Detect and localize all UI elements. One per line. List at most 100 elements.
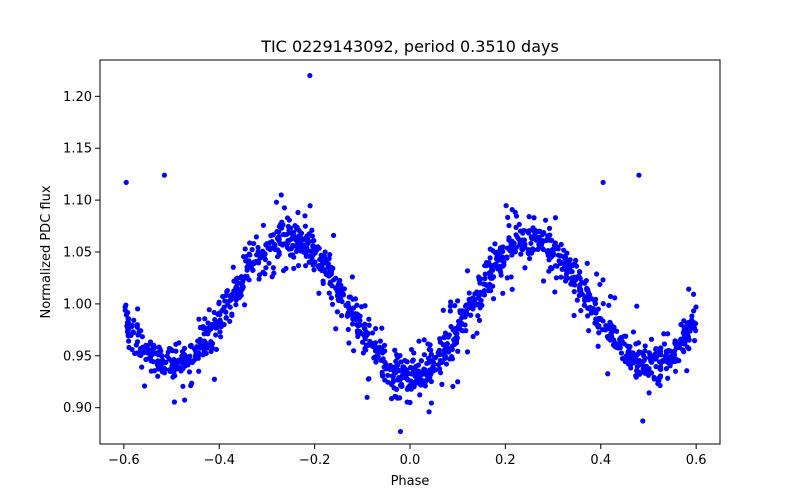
data-point xyxy=(522,265,528,271)
data-point xyxy=(608,321,614,328)
x-tick-label: 0.2 xyxy=(495,453,516,468)
data-point xyxy=(421,337,427,343)
data-point xyxy=(476,317,483,323)
data-point xyxy=(572,282,578,288)
x-tick-label: −0.6 xyxy=(108,453,140,468)
data-point xyxy=(665,375,671,381)
data-point xyxy=(547,232,553,238)
data-point xyxy=(394,395,401,401)
data-point xyxy=(320,280,326,286)
data-point xyxy=(280,267,287,274)
data-point xyxy=(526,214,532,220)
data-point xyxy=(498,249,504,255)
data-point xyxy=(364,394,370,400)
y-tick-label: 1.10 xyxy=(63,194,92,209)
data-point xyxy=(636,172,642,178)
data-points xyxy=(122,72,699,435)
data-point xyxy=(546,225,553,231)
data-point xyxy=(359,304,365,310)
data-point xyxy=(672,341,678,347)
data-point xyxy=(475,313,481,319)
data-point xyxy=(257,249,263,255)
data-point xyxy=(170,374,176,380)
data-point xyxy=(139,334,145,340)
data-point xyxy=(216,299,222,305)
data-point xyxy=(130,329,136,335)
data-point xyxy=(509,286,515,292)
data-point xyxy=(668,354,674,360)
data-point xyxy=(303,263,309,269)
x-tick-label: 0.4 xyxy=(590,453,611,468)
data-point xyxy=(574,297,580,303)
data-point xyxy=(404,367,410,373)
data-point xyxy=(642,343,648,349)
data-point xyxy=(629,351,635,357)
data-point xyxy=(211,376,217,382)
data-point xyxy=(465,305,471,312)
data-point xyxy=(455,348,461,354)
data-point xyxy=(290,230,296,236)
data-point xyxy=(486,260,492,266)
data-point xyxy=(224,288,230,294)
data-point xyxy=(606,302,612,308)
data-point xyxy=(385,379,391,385)
data-point xyxy=(525,250,532,257)
data-point xyxy=(464,311,470,317)
data-point xyxy=(418,371,425,378)
data-point xyxy=(397,352,403,359)
data-point xyxy=(691,338,698,344)
data-point xyxy=(286,227,292,234)
data-point xyxy=(285,240,291,246)
data-point xyxy=(506,237,512,243)
data-point xyxy=(487,274,493,280)
data-point xyxy=(604,334,611,340)
data-point xyxy=(212,317,218,323)
data-point xyxy=(250,267,256,273)
y-axis: 0.90 0.95 1.00 1.05 1.10 1.15 1.20 xyxy=(63,90,100,416)
data-point xyxy=(672,368,679,374)
data-point xyxy=(240,278,246,285)
data-point xyxy=(397,377,403,383)
data-point xyxy=(635,351,641,357)
data-point xyxy=(623,333,629,339)
data-point xyxy=(316,245,322,251)
data-point xyxy=(202,316,208,322)
data-point xyxy=(181,345,188,351)
data-point xyxy=(633,374,639,380)
data-point xyxy=(218,319,224,325)
data-point xyxy=(518,251,524,257)
x-tick-label: −0.2 xyxy=(299,453,331,468)
data-point xyxy=(596,315,602,322)
data-point xyxy=(661,331,667,337)
data-point xyxy=(655,381,661,387)
x-axis-label: Phase xyxy=(391,474,430,489)
data-point xyxy=(417,392,423,398)
data-point xyxy=(686,346,692,352)
data-point xyxy=(455,379,461,385)
data-point xyxy=(349,321,356,327)
data-point xyxy=(284,231,290,238)
data-point xyxy=(585,328,592,334)
data-point xyxy=(315,263,321,269)
data-point xyxy=(532,230,538,236)
data-point xyxy=(286,217,292,223)
data-point xyxy=(529,246,536,252)
data-point xyxy=(553,275,560,281)
data-point xyxy=(222,298,228,304)
data-point xyxy=(301,249,307,255)
data-point xyxy=(223,292,229,298)
data-point xyxy=(422,378,428,384)
data-point xyxy=(567,257,573,263)
data-point xyxy=(624,343,631,349)
data-point xyxy=(256,272,263,278)
data-point xyxy=(274,254,281,260)
data-point xyxy=(583,278,589,284)
data-point xyxy=(408,378,414,384)
data-point xyxy=(391,385,397,391)
data-point xyxy=(247,260,253,266)
data-point xyxy=(441,334,447,340)
data-point xyxy=(413,378,420,384)
data-point xyxy=(633,358,639,364)
data-point xyxy=(205,331,211,337)
data-point xyxy=(474,330,480,336)
